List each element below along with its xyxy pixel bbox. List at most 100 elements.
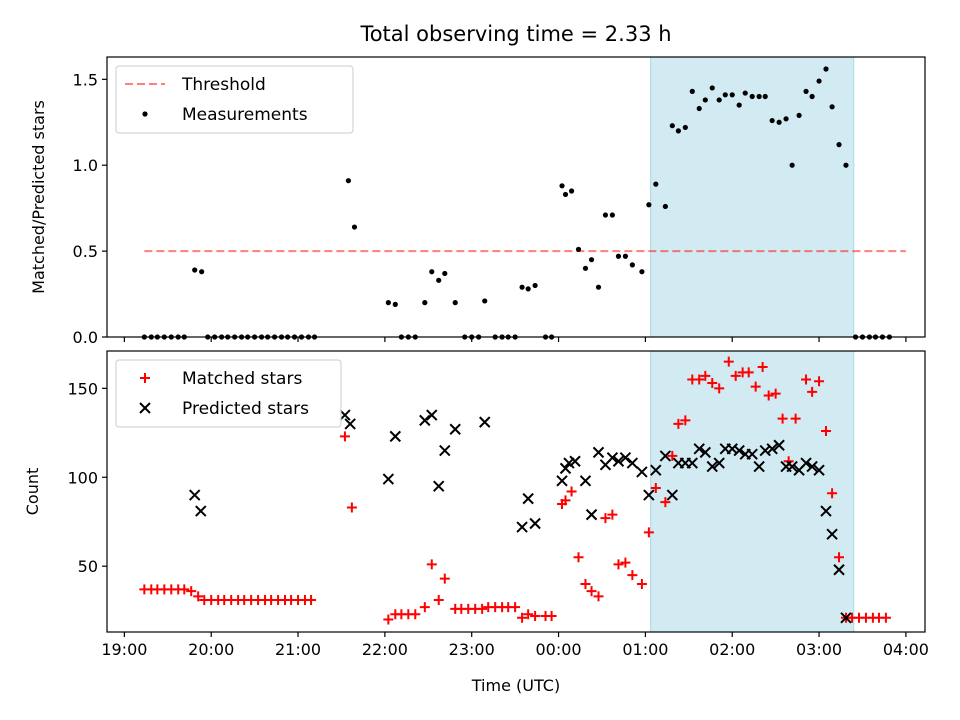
bottom-series-2 (188, 409, 852, 624)
measurement-point-88 (809, 93, 815, 100)
matched-point-64 (636, 578, 647, 589)
measurement-point-80 (756, 93, 762, 100)
measurement-point-85 (789, 162, 795, 168)
measurement-point-92 (836, 142, 842, 148)
matched-point-72 (694, 374, 705, 385)
measurement-point-54 (575, 246, 582, 252)
matched-point-89 (814, 376, 825, 387)
matched-point-90 (821, 426, 832, 437)
predicted-point-49 (786, 460, 798, 473)
measurement-point-57 (595, 284, 602, 290)
matched-point-68 (667, 450, 678, 461)
measurement-point-59 (609, 212, 615, 218)
predicted-point-20 (585, 508, 598, 521)
measurement-point-65 (653, 181, 659, 187)
matched-point-77 (730, 370, 741, 381)
top-y-axis-label: Matched/Predicted stars (29, 100, 48, 294)
bottom-ytick-label-0: 50 (78, 557, 98, 576)
predicted-point-12 (516, 521, 528, 533)
measurement-point-81 (762, 93, 768, 100)
measurement-point-33 (422, 300, 428, 306)
bottom-ytick-label-1: 100 (67, 468, 98, 487)
predicted-point-27 (636, 466, 648, 478)
predicted-point-51 (800, 457, 812, 469)
predicted-point-43 (746, 448, 758, 460)
predicted-point-44 (753, 460, 765, 473)
matched-point-6 (179, 584, 190, 595)
predicted-point-34 (686, 457, 698, 469)
matched-point-83 (770, 388, 781, 399)
matched-point-75 (714, 383, 725, 394)
bottom-shaded-region (650, 350, 855, 633)
matched-point-54 (566, 486, 577, 497)
predicted-point-18 (569, 455, 581, 467)
measurement-point-35 (436, 277, 442, 283)
matched-point-61 (613, 559, 624, 570)
measurement-point-87 (803, 88, 809, 94)
measurement-point-63 (639, 269, 645, 275)
measurement-point-37 (452, 300, 458, 306)
matched-point-48 (523, 609, 534, 620)
matched-point-73 (700, 370, 711, 381)
measurement-point-76 (729, 92, 735, 98)
predicted-point-28 (643, 489, 655, 501)
matched-point-62 (620, 557, 631, 568)
predicted-point-54 (820, 505, 832, 517)
measurement-point-73 (709, 85, 715, 91)
measurement-point-41 (482, 298, 488, 304)
bottom-y-axis-label: Count (23, 468, 42, 516)
matched-point-56 (580, 578, 591, 589)
matched-point-65 (643, 527, 654, 538)
matched-point-58 (593, 591, 604, 602)
measurement-point-77 (736, 102, 742, 108)
measurement-point-79 (749, 93, 755, 100)
matched-point-28 (383, 614, 394, 625)
top-legend-box (115, 65, 354, 134)
predicted-point-1 (195, 505, 207, 517)
predicted-point-16 (559, 462, 572, 475)
xtick-label-0: 19:00 (101, 640, 147, 659)
top-ytick-label-2: 1.0 (73, 156, 98, 175)
predicted-point-30 (659, 450, 672, 462)
measurement-point-48 (532, 282, 538, 289)
matched-point-81 (757, 362, 768, 373)
xtick-label-5: 00:00 (535, 640, 581, 659)
predicted-point-45 (759, 444, 771, 457)
matched-point-51 (546, 610, 557, 621)
top-ytick-label-3: 1.5 (73, 70, 98, 89)
measurement-point-27 (351, 224, 358, 230)
predicted-point-21 (592, 446, 605, 459)
predicted-point-19 (579, 475, 592, 487)
measurement-point-56 (588, 257, 595, 263)
measurement-point-47 (525, 286, 531, 292)
legend-measurements-key (142, 111, 148, 117)
measurement-point-26 (345, 178, 352, 184)
top-ytick-label-0: 0.0 (73, 328, 98, 347)
matched-point-87 (801, 374, 812, 385)
top-legend-label-0: Threshold (181, 75, 266, 95)
chart-title: Total observing time = 2.33 h (359, 22, 671, 46)
bottom-legend-box (115, 359, 342, 428)
matched-point-27 (346, 502, 357, 513)
predicted-point-41 (733, 444, 745, 457)
measurement-point-91 (829, 104, 835, 110)
bottom-ytick-label-2: 150 (67, 379, 98, 398)
bottom-legend-label-0: Matched stars (182, 369, 302, 389)
measurement-point-78 (742, 90, 748, 96)
matched-point-36 (439, 573, 450, 584)
predicted-point-14 (529, 517, 541, 530)
measurement-point-84 (783, 116, 789, 122)
measurement-point-29 (392, 301, 398, 307)
measurement-point-89 (816, 78, 822, 84)
xtick-label-2: 21:00 (275, 640, 321, 659)
predicted-point-0 (188, 489, 201, 501)
matched-point-35 (433, 594, 444, 605)
matched-point-79 (743, 367, 754, 378)
matched-point-99 (880, 612, 891, 623)
top-ytick-label-1: 0.5 (73, 242, 98, 261)
predicted-point-53 (813, 464, 825, 476)
predicted-point-40 (726, 443, 738, 455)
measurement-point-52 (562, 191, 569, 198)
measurement-point-34 (429, 269, 435, 275)
matched-point-86 (790, 413, 801, 424)
